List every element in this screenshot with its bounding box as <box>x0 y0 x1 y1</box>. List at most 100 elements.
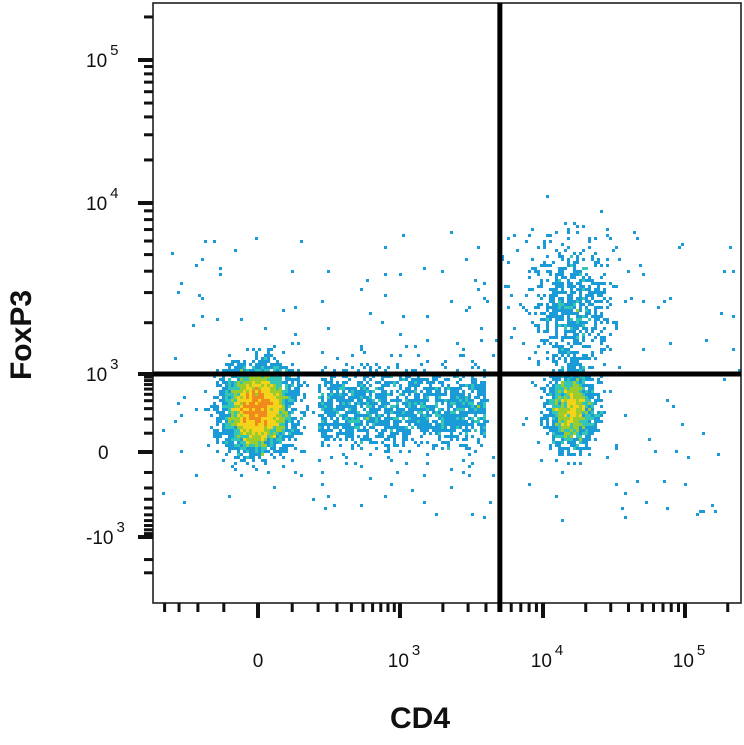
density-dot <box>372 423 375 426</box>
density-dot <box>405 387 408 390</box>
density-dot <box>435 387 438 390</box>
density-dot <box>267 369 270 372</box>
density-dot <box>357 384 360 387</box>
density-dot <box>576 390 579 393</box>
density-dot <box>549 297 552 300</box>
density-dot <box>336 399 339 402</box>
density-dot <box>555 276 558 279</box>
density-dot <box>579 324 582 327</box>
density-dot <box>588 405 591 408</box>
density-dot <box>264 417 267 420</box>
density-dot <box>300 411 303 414</box>
density-dot <box>585 384 588 387</box>
density-dot <box>570 366 573 369</box>
density-dot <box>480 339 483 342</box>
density-dot <box>288 444 291 447</box>
density-dot <box>579 426 582 429</box>
density-dot <box>234 426 237 429</box>
density-dot <box>246 450 249 453</box>
density-dot <box>312 498 315 501</box>
density-dot <box>282 417 285 420</box>
density-dot <box>252 378 255 381</box>
density-dot <box>357 369 360 372</box>
density-dot <box>570 399 573 402</box>
density-dot <box>261 363 264 366</box>
density-dot <box>549 336 552 339</box>
density-dot <box>438 426 441 429</box>
density-dot <box>330 423 333 426</box>
density-dot <box>348 417 351 420</box>
density-dot <box>561 297 564 300</box>
density-dot <box>321 300 324 303</box>
density-dot <box>615 321 618 324</box>
density-dot <box>405 438 408 441</box>
density-dot <box>588 402 591 405</box>
density-dot <box>552 312 555 315</box>
density-dot <box>264 444 267 447</box>
density-dot <box>351 420 354 423</box>
density-dot <box>324 438 327 441</box>
density-dot <box>348 408 351 411</box>
density-dot <box>573 390 576 393</box>
density-dot <box>285 444 288 447</box>
density-dot <box>438 396 441 399</box>
density-dot <box>585 279 588 282</box>
density-dot <box>600 411 603 414</box>
density-dot <box>252 432 255 435</box>
density-dot <box>336 384 339 387</box>
density-dot <box>609 348 612 351</box>
density-dot <box>483 408 486 411</box>
density-dot <box>429 390 432 393</box>
density-dot <box>249 450 252 453</box>
density-dot <box>582 357 585 360</box>
density-dot <box>237 405 240 408</box>
density-dot <box>258 417 261 420</box>
density-dot <box>369 417 372 420</box>
density-dot <box>324 378 327 381</box>
density-dot <box>480 429 483 432</box>
density-dot <box>264 414 267 417</box>
density-dot <box>579 291 582 294</box>
density-dot <box>483 369 486 372</box>
density-dot <box>237 381 240 384</box>
density-dot <box>228 447 231 450</box>
density-dot <box>360 447 363 450</box>
density-dot <box>300 417 303 420</box>
density-dot <box>321 420 324 423</box>
density-dot <box>486 300 489 303</box>
density-dot <box>636 237 639 240</box>
density-dot <box>585 312 588 315</box>
density-dot <box>243 417 246 420</box>
density-dot <box>243 432 246 435</box>
density-dot <box>603 327 606 330</box>
density-dot <box>555 408 558 411</box>
density-dot <box>552 414 555 417</box>
density-dot <box>426 396 429 399</box>
density-dot <box>558 453 561 456</box>
density-dot <box>573 354 576 357</box>
density-dot <box>264 405 267 408</box>
density-dot <box>462 396 465 399</box>
density-dot <box>435 390 438 393</box>
density-dot <box>249 441 252 444</box>
density-dot <box>288 396 291 399</box>
density-dot <box>372 390 375 393</box>
density-dot <box>276 423 279 426</box>
density-dot <box>237 417 240 420</box>
density-dot <box>555 396 558 399</box>
density-dot <box>585 405 588 408</box>
density-dot <box>252 465 255 468</box>
density-dot <box>591 402 594 405</box>
density-dot <box>411 381 414 384</box>
density-dot <box>552 399 555 402</box>
density-dot <box>381 441 384 444</box>
y-tick-label: 0 <box>98 443 109 464</box>
density-dot <box>471 399 474 402</box>
density-dot <box>507 285 510 288</box>
density-dot <box>387 447 390 450</box>
density-dot <box>405 429 408 432</box>
density-dot <box>369 312 372 315</box>
density-dot <box>438 411 441 414</box>
density-dot <box>594 438 597 441</box>
density-dot <box>327 429 330 432</box>
